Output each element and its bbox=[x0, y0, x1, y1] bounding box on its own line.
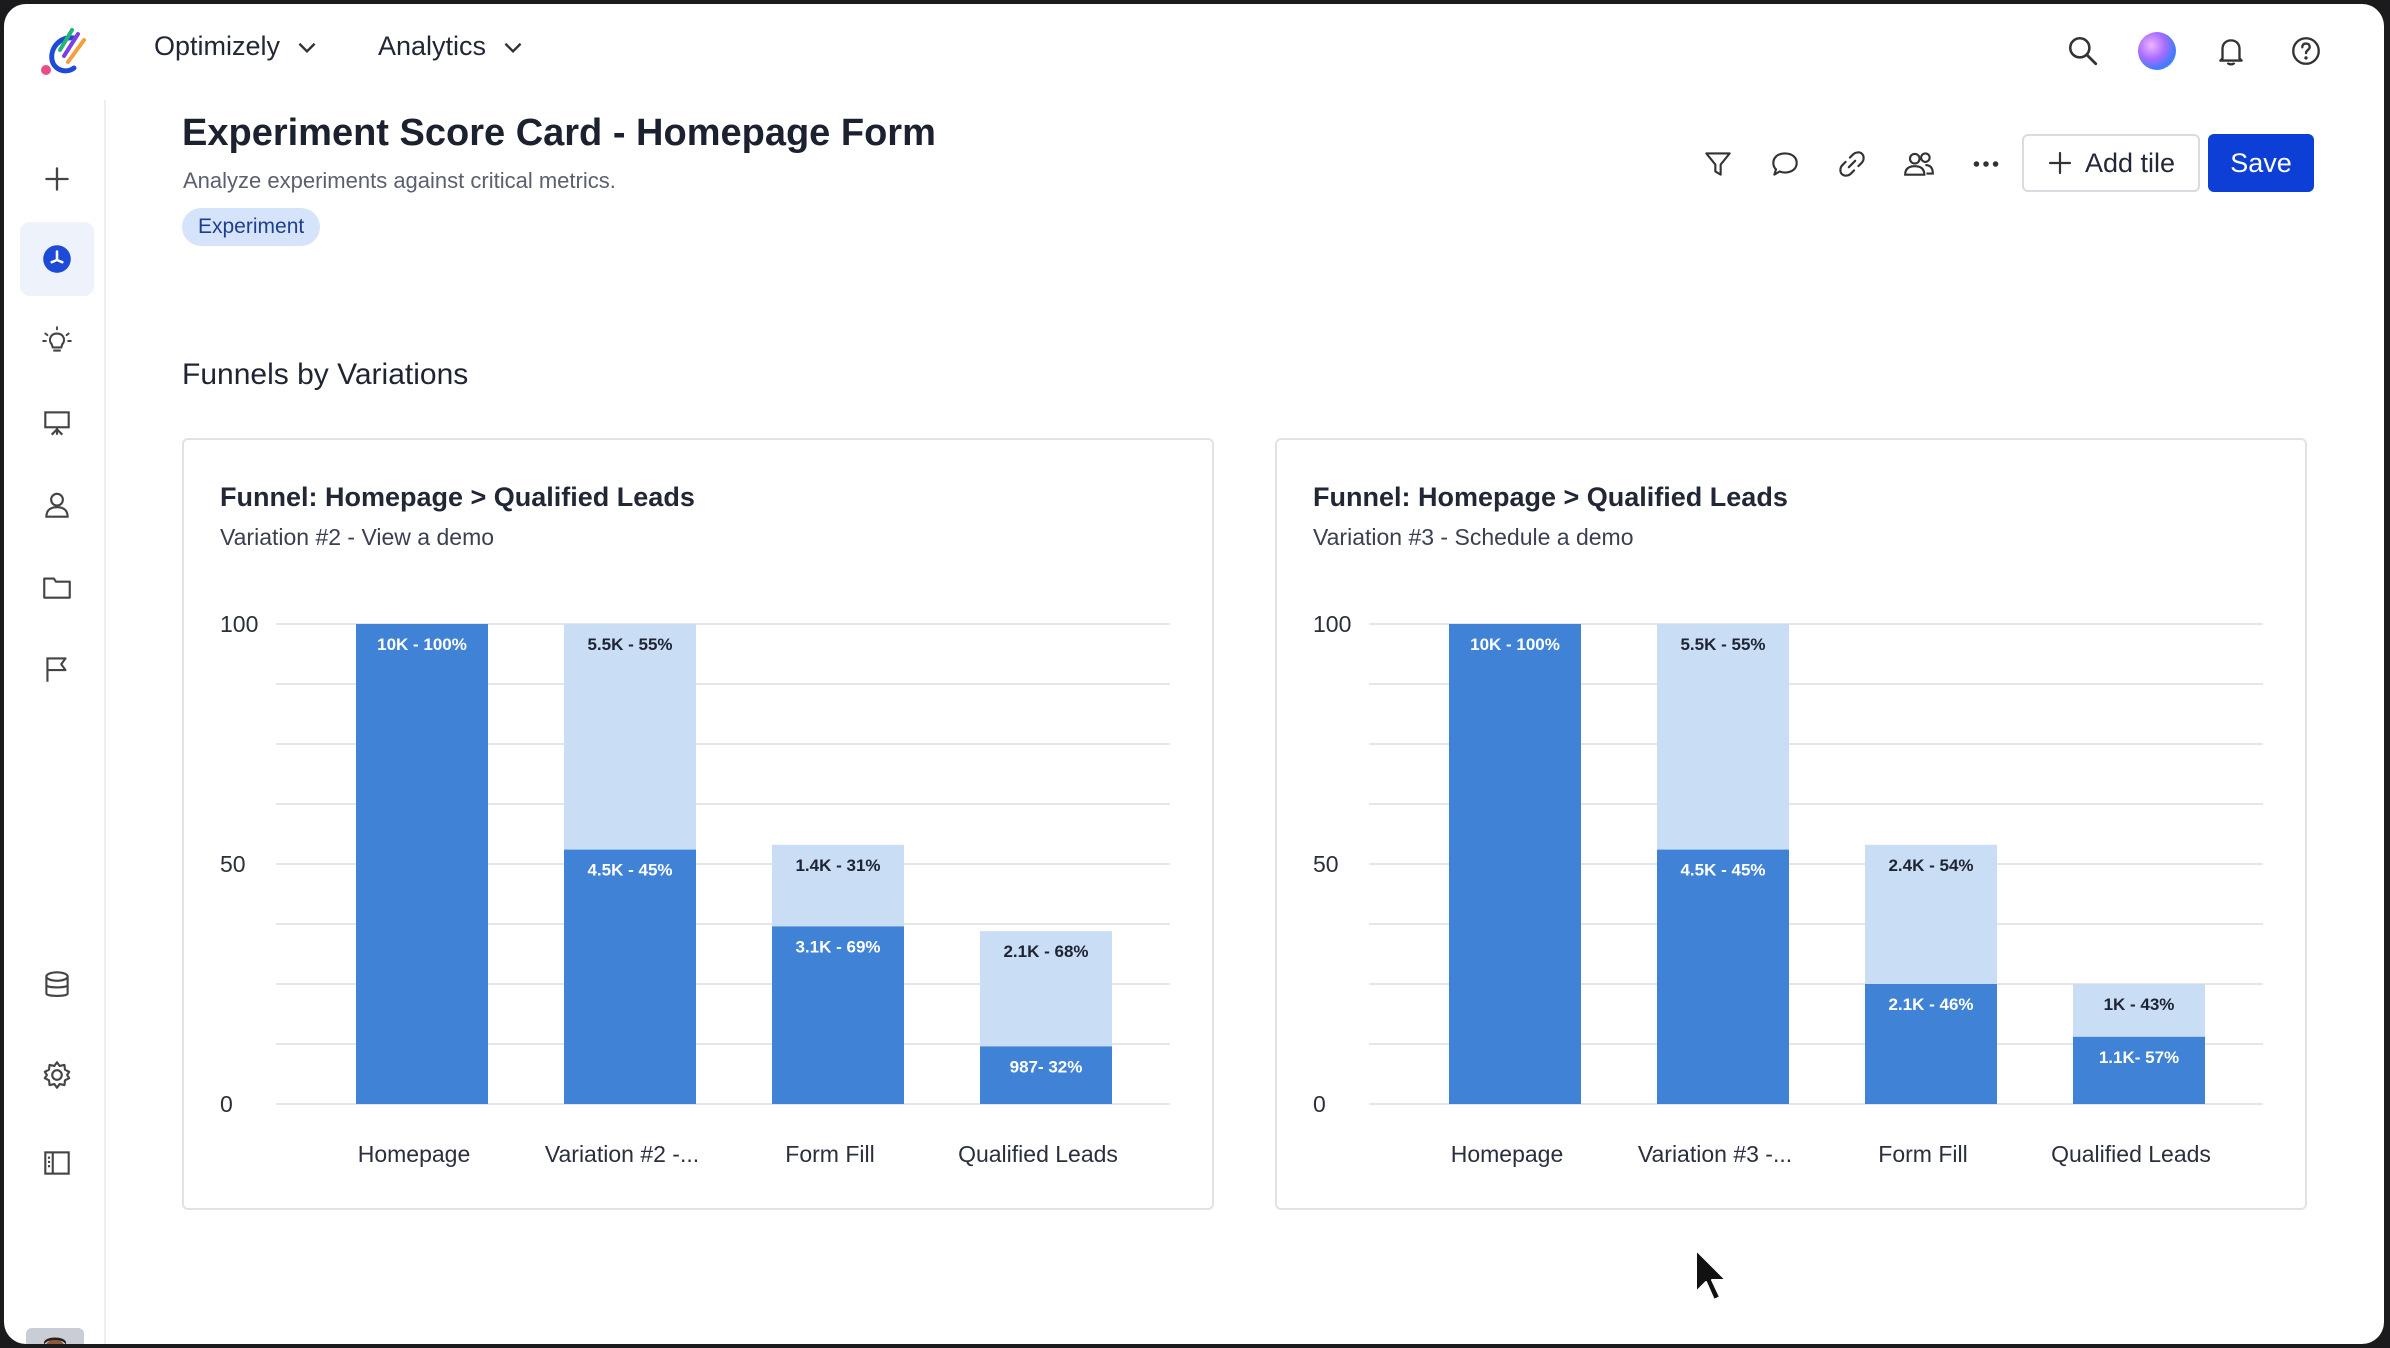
bar-segment-primary bbox=[356, 624, 488, 1104]
save-button[interactable]: Save bbox=[2208, 134, 2314, 192]
bar-segment-secondary bbox=[772, 844, 904, 927]
bar-segment-primary bbox=[564, 849, 696, 1104]
lightbulb-ideas-icon[interactable] bbox=[20, 304, 94, 378]
chevron-down-icon bbox=[504, 42, 522, 53]
user-profile-icon[interactable] bbox=[20, 468, 94, 542]
chart-title: Funnel: Homepage > Qualified Leads bbox=[1313, 482, 1788, 512]
bar-segment-primary bbox=[1449, 624, 1581, 1104]
section-title: Funnels by Variations bbox=[182, 358, 469, 391]
x-category-label: Homepage bbox=[1451, 1141, 1564, 1167]
analytics-menu-label: Analytics bbox=[378, 31, 487, 61]
x-category-label: Homepage bbox=[358, 1141, 471, 1167]
x-category-label: Form Fill bbox=[1878, 1141, 1967, 1167]
y-tick-label: 100 bbox=[220, 611, 258, 637]
database-icon[interactable] bbox=[20, 948, 94, 1022]
settings-gear-icon[interactable] bbox=[20, 1038, 94, 1112]
funnel-chart-card-2: Funnel: Homepage > Qualified Leads Varia… bbox=[1275, 438, 2307, 1210]
bar-data-label: 4.5K - 45% bbox=[587, 861, 672, 880]
experiment-tag[interactable]: Experiment bbox=[182, 208, 321, 246]
ai-assistant-orb-icon[interactable] bbox=[2138, 32, 2176, 70]
more-options-icon[interactable] bbox=[1966, 144, 2006, 184]
chevron-down-icon bbox=[298, 42, 316, 53]
flag-icon[interactable] bbox=[20, 632, 94, 706]
link-icon[interactable] bbox=[1832, 144, 1872, 184]
bar-segment-secondary bbox=[564, 624, 696, 850]
optimizely-menu-label: Optimizely bbox=[154, 31, 281, 61]
bar-segment-primary bbox=[980, 1046, 1112, 1104]
mouse-cursor-icon bbox=[1695, 1249, 1727, 1301]
add-tile-button[interactable]: Add tile bbox=[2022, 134, 2200, 192]
bar-data-label: 3.1K - 69% bbox=[795, 937, 880, 956]
bar-data-label: 2.1K - 46% bbox=[1888, 995, 1973, 1014]
notification-bell-icon[interactable] bbox=[2212, 32, 2250, 70]
filter-icon[interactable] bbox=[1698, 144, 1738, 184]
bar-segment-secondary bbox=[980, 931, 1112, 1047]
comment-icon[interactable] bbox=[1765, 144, 1805, 184]
funnel-bar-chart: 0 50 100 10K - 100% Homepage 5.5K - 55% 4.5K -… bbox=[1313, 611, 2263, 1167]
analytics-menu[interactable]: Analytics bbox=[378, 31, 526, 62]
bar-data-label: 4.5K - 45% bbox=[1680, 861, 1765, 880]
y-tick-label: 100 bbox=[1313, 611, 1351, 637]
bar-data-label: 5.5K - 55% bbox=[587, 635, 672, 654]
bar-segment-primary bbox=[1865, 984, 1997, 1104]
bar-data-label: 10K - 100% bbox=[377, 635, 467, 654]
help-icon[interactable] bbox=[2287, 32, 2325, 70]
page-title: Experiment Score Card - Homepage Form bbox=[182, 112, 936, 154]
optimizely-logo-icon[interactable] bbox=[34, 26, 90, 82]
funnel-bar-chart: 0 50 100 10K - 100% Homepage 5.5K - 55% 4.5K -… bbox=[220, 611, 1170, 1167]
x-category-label: Variation #2 -... bbox=[545, 1141, 699, 1167]
sidebar-toggle-icon[interactable] bbox=[20, 1126, 94, 1200]
bar-segment-primary bbox=[772, 926, 904, 1104]
page-subtitle: Analyze experiments against critical met… bbox=[183, 168, 616, 193]
bar-data-label: 1.4K - 31% bbox=[795, 856, 880, 875]
share-users-icon[interactable] bbox=[1899, 144, 1939, 184]
y-tick-label: 0 bbox=[1313, 1091, 1326, 1117]
bar-data-label: 10K - 100% bbox=[1470, 635, 1560, 654]
x-category-label: Form Fill bbox=[785, 1141, 874, 1167]
funnel-chart-card-1: Funnel: Homepage > Qualified Leads Varia… bbox=[182, 438, 1214, 1210]
add-tile-label: Add tile bbox=[2084, 147, 2176, 178]
bar-segment-secondary bbox=[1865, 844, 1997, 984]
bar-segment-secondary bbox=[1657, 624, 1789, 850]
chart-subtitle: Variation #3 - Schedule a demo bbox=[1313, 524, 1634, 550]
x-category-label: Qualified Leads bbox=[958, 1141, 1118, 1167]
create-new-icon[interactable] bbox=[20, 142, 94, 216]
presentation-board-icon[interactable] bbox=[20, 386, 94, 460]
bar-data-label: 2.1K - 68% bbox=[1003, 942, 1088, 961]
analytics-dashboard-icon[interactable] bbox=[20, 222, 94, 296]
x-category-label: Variation #3 -... bbox=[1638, 1141, 1792, 1167]
y-tick-label: 50 bbox=[1313, 851, 1339, 877]
y-tick-label: 0 bbox=[220, 1091, 233, 1117]
app-window: Optimizely Analytics bbox=[4, 4, 2384, 1344]
bar-data-label: 1.1K- 57% bbox=[2099, 1048, 2179, 1067]
user-avatar[interactable] bbox=[26, 1328, 84, 1344]
bar-data-label: 1K - 43% bbox=[2104, 995, 2175, 1014]
folder-icon[interactable] bbox=[20, 550, 94, 624]
bar-segment-secondary bbox=[2073, 984, 2205, 1037]
bar-segment-primary bbox=[2073, 1036, 2205, 1104]
y-tick-label: 50 bbox=[220, 851, 246, 877]
bar-data-label: 987- 32% bbox=[1010, 1057, 1083, 1076]
bar-data-label: 2.4K - 54% bbox=[1888, 856, 1973, 875]
left-sidebar bbox=[4, 100, 106, 1344]
search-icon[interactable] bbox=[2064, 32, 2102, 70]
chart-subtitle: Variation #2 - View a demo bbox=[220, 524, 495, 550]
x-category-label: Qualified Leads bbox=[2051, 1141, 2211, 1167]
plus-icon bbox=[2048, 151, 2072, 175]
top-navigation-bar: Optimizely Analytics bbox=[4, 4, 2384, 100]
bar-data-label: 5.5K - 55% bbox=[1680, 635, 1765, 654]
bar-segment-primary bbox=[1657, 849, 1789, 1104]
chart-title: Funnel: Homepage > Qualified Leads bbox=[220, 482, 695, 512]
optimizely-menu[interactable]: Optimizely bbox=[154, 31, 320, 62]
